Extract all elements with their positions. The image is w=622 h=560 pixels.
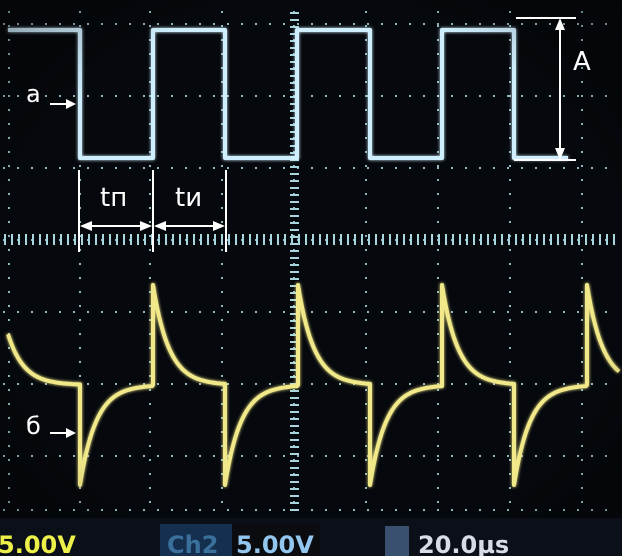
ch1-volts-readout: 5.00V (0, 531, 76, 556)
label-amplitude: A (573, 47, 591, 77)
label-t-pause: tп (100, 183, 127, 213)
t-pulse-arrow-left-icon (154, 221, 166, 231)
t-pulse-arrow-right-icon (213, 221, 225, 231)
amplitude-arrow-down-icon (555, 148, 565, 160)
ch2-volts-readout: 5.00V (236, 531, 314, 556)
label-t-pulse: tи (175, 183, 202, 213)
ch2-label: Ch2 (167, 531, 218, 556)
label-trace-a: а (26, 80, 41, 108)
timebase-marker-icon (385, 526, 409, 556)
ch2-label-box (160, 524, 232, 556)
ch2-volts-box (232, 524, 320, 556)
trace-b-arrow-icon (66, 428, 76, 438)
label-trace-b: б (26, 412, 41, 440)
trace-a-arrow-icon (66, 99, 76, 109)
annotation-overlay: A tп tи а б (26, 17, 591, 440)
timebase-readout: 20.0µs (418, 531, 509, 556)
t-pause-arrow-right-icon (140, 221, 152, 231)
t-pause-arrow-left-icon (80, 221, 92, 231)
status-bar: 5.00V Ch2 5.00V 20.0µs (0, 518, 622, 559)
amplitude-arrow-up-icon (555, 18, 565, 30)
